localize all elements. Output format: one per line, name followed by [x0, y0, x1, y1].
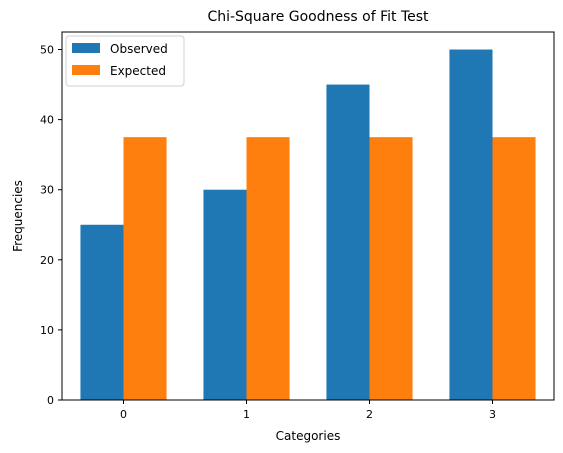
x-tick-label-0: 0 — [120, 408, 127, 421]
bar-expected-3 — [492, 137, 536, 400]
y-tick-label-40: 40 — [40, 114, 54, 127]
bar-observed-1 — [203, 189, 247, 400]
legend-swatch-expected — [72, 65, 100, 75]
y-axis-label: Frequencies — [11, 180, 25, 252]
bar-observed-0 — [80, 224, 124, 400]
x-tick-label-1: 1 — [243, 408, 250, 421]
bar-expected-2 — [369, 137, 413, 400]
bar-expected-0 — [123, 137, 167, 400]
bar-observed-3 — [449, 49, 493, 401]
plot-frame — [61, 31, 555, 401]
x-tick-label-3: 3 — [489, 408, 496, 421]
y-ticks: 0 10 20 30 40 50 — [40, 44, 62, 407]
x-ticks: 0 1 2 3 — [120, 400, 496, 421]
legend-label-expected: Expected — [110, 64, 166, 78]
y-tick-label-0: 0 — [47, 394, 54, 407]
y-tick-label-10: 10 — [40, 324, 54, 337]
bars-layer — [80, 49, 536, 401]
axes-layer — [61, 31, 555, 401]
legend-label-observed: Observed — [110, 42, 168, 56]
bar-expected-1 — [246, 137, 290, 400]
y-tick-label-30: 30 — [40, 184, 54, 197]
legend-swatch-observed — [72, 43, 100, 53]
x-tick-label-2: 2 — [366, 408, 373, 421]
x-axis-label: Categories — [276, 429, 341, 443]
y-tick-label-20: 20 — [40, 254, 54, 267]
bar-observed-2 — [326, 84, 370, 401]
legend: Observed Expected — [65, 35, 185, 87]
chart-title: Chi-Square Goodness of Fit Test — [207, 9, 429, 25]
y-tick-label-50: 50 — [40, 44, 54, 57]
